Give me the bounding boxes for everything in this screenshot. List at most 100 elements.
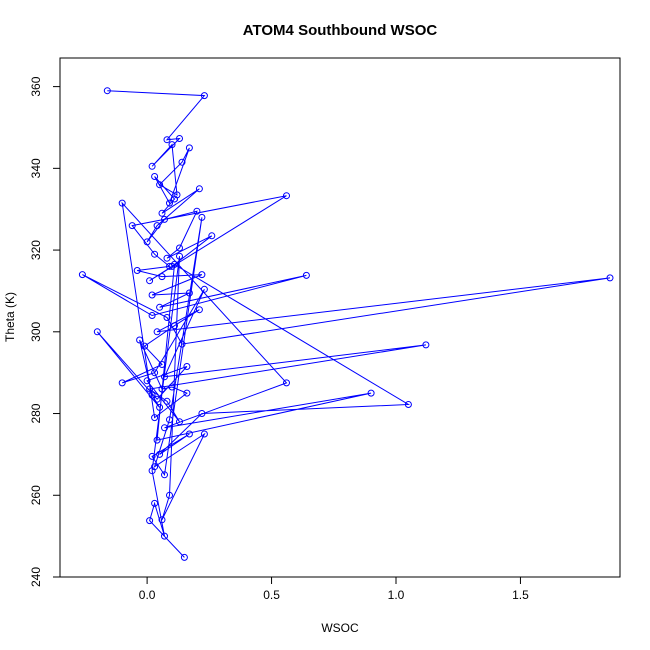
- data-point: [146, 517, 154, 525]
- data-point: [153, 328, 161, 336]
- data-point: [151, 499, 159, 507]
- data-point: [146, 385, 154, 393]
- data-point: [183, 389, 191, 397]
- data-point: [422, 341, 430, 349]
- data-point: [171, 260, 178, 268]
- data-point: [171, 322, 178, 330]
- data-point: [136, 336, 144, 344]
- data-point: [153, 395, 161, 403]
- data-point: [176, 418, 183, 426]
- data-point: [161, 424, 168, 432]
- data-point: [168, 383, 176, 391]
- data-point: [166, 491, 173, 499]
- data-point: [185, 289, 193, 297]
- data-point: [156, 403, 164, 411]
- data-point: [163, 314, 171, 321]
- x-tick-label: 0.5: [263, 588, 280, 602]
- data-point: [161, 532, 168, 540]
- data-point: [302, 271, 310, 279]
- data-point: [151, 369, 159, 377]
- y-tick-label: 360: [29, 76, 43, 96]
- data-point: [367, 389, 375, 397]
- data-point: [156, 181, 164, 189]
- data-point: [151, 173, 159, 180]
- data-point: [78, 271, 86, 279]
- data-point: [148, 391, 156, 399]
- data-point: [200, 285, 208, 293]
- data-point: [163, 254, 171, 262]
- data-point: [103, 87, 111, 95]
- plot-frame: [59, 57, 621, 578]
- data-point: [153, 222, 161, 230]
- data-point: [158, 516, 166, 524]
- data-point: [168, 141, 176, 149]
- data-point: [143, 377, 151, 385]
- data-point: [118, 199, 126, 207]
- data-point: [176, 135, 183, 142]
- data-point: [118, 379, 126, 387]
- data-point: [178, 340, 186, 348]
- data-point: [93, 328, 101, 336]
- data-point: [200, 92, 208, 100]
- data-point: [180, 553, 188, 561]
- data-point: [606, 274, 614, 282]
- data-point: [158, 385, 166, 393]
- y-tick-label: 340: [29, 158, 43, 178]
- data-point: [148, 291, 156, 299]
- y-tick-label: 280: [29, 403, 43, 423]
- y-tick-label: 320: [29, 240, 43, 260]
- data-point: [163, 397, 171, 405]
- data-point: [158, 209, 166, 217]
- y-tick-label: 300: [29, 321, 43, 341]
- y-axis-label: Theta (K): [3, 292, 17, 342]
- data-point: [148, 467, 156, 475]
- data-point: [146, 277, 154, 285]
- data-point: [283, 192, 290, 200]
- data-point: [198, 271, 206, 279]
- data-point: [185, 144, 193, 152]
- data-point: [208, 232, 216, 240]
- data-point: [148, 312, 156, 319]
- x-axis-label: WSOC: [321, 621, 359, 635]
- data-point: [198, 410, 206, 417]
- data-point: [128, 222, 136, 230]
- data-point: [166, 416, 173, 424]
- data-point: [183, 363, 191, 370]
- y-axis: 240 260 280 300 320 340 360: [29, 76, 60, 587]
- data-point: [153, 436, 161, 444]
- data-point: [161, 471, 168, 479]
- data-point: [185, 430, 193, 438]
- data-point: [163, 136, 171, 144]
- data-point: [176, 244, 183, 252]
- data-point: [166, 199, 173, 207]
- data-point: [404, 401, 412, 408]
- series-line: [82, 90, 611, 558]
- data-point: [143, 238, 151, 246]
- y-tick-label: 260: [29, 485, 43, 505]
- data-point: [195, 306, 203, 314]
- y-tick-label: 240: [29, 567, 43, 587]
- data-point: [178, 158, 186, 166]
- x-tick-label: 1.5: [512, 588, 529, 602]
- data-point: [156, 303, 164, 311]
- data-point: [151, 250, 159, 258]
- data-point: [151, 414, 159, 422]
- data-point: [158, 273, 166, 281]
- x-axis: 0.0 0.5 1.0 1.5: [139, 577, 529, 602]
- data-point: [193, 207, 201, 215]
- data-point: [156, 450, 164, 458]
- x-tick-label: 0.0: [139, 588, 156, 602]
- data-point: [148, 452, 156, 460]
- data-point: [171, 195, 178, 203]
- x-tick-label: 1.0: [388, 588, 405, 602]
- data-point: [176, 252, 183, 260]
- chart-title: ATOM4 Southbound WSOC: [243, 22, 438, 39]
- data-point: [198, 213, 206, 221]
- data-point: [158, 361, 166, 368]
- data-point: [283, 379, 290, 387]
- data-point: [200, 430, 208, 438]
- data-point: [141, 342, 149, 350]
- data-point: [161, 373, 168, 381]
